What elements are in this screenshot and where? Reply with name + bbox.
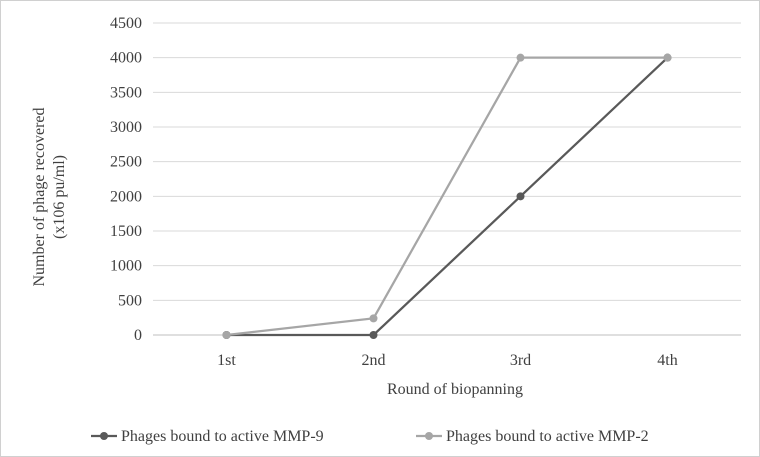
legend: Phages bound to active MMP-9 Phages bound… [91,428,649,445]
data-point [516,192,525,201]
x-tick-label: 1st [217,352,236,369]
data-point [369,314,378,323]
legend-label: Phages bound to active MMP-2 [446,428,649,445]
series-2 [222,53,672,339]
data-point [516,53,525,62]
x-axis-title: Round of biopanning [387,381,523,398]
gridlines [153,22,741,336]
data-point [369,331,378,339]
x-tick-label: 3rd [510,352,531,369]
legend-swatch-marker [100,432,108,440]
y-axis-title-line-2: (x106 pu/ml) [51,155,68,239]
y-axis-title-line-1: Number of phage recovered [31,107,48,286]
series-lines [222,53,672,339]
data-point [663,53,672,62]
y-tick-label: 2000 [110,188,142,205]
y-tick-label: 2500 [110,154,142,171]
data-point [222,331,231,339]
y-axis-ticks: 0 500 1000 1500 2000 2500 3000 3500 4000 4500 [110,15,142,344]
series-line [226,56,668,337]
legend-item: Phages bound to active MMP-2 [416,428,649,445]
y-tick-label: 500 [118,292,142,309]
legend-label: Phages bound to active MMP-9 [121,428,324,445]
y-tick-label: 1500 [110,223,142,240]
x-tick-label: 2nd [362,352,386,369]
x-axis-ticks: 1st 2nd 3rd 4th [217,352,678,369]
y-tick-label: 0 [134,327,142,344]
series-line [226,56,669,337]
y-tick-label: 3000 [110,119,142,136]
y-tick-label: 4500 [110,15,142,32]
x-tick-label: 4th [657,352,677,369]
y-tick-label: 4000 [110,50,142,67]
y-tick-label: 3500 [110,84,142,101]
legend-swatch-marker [425,432,433,440]
y-tick-label: 1000 [110,258,142,275]
legend-item: Phages bound to active MMP-9 [91,428,324,445]
